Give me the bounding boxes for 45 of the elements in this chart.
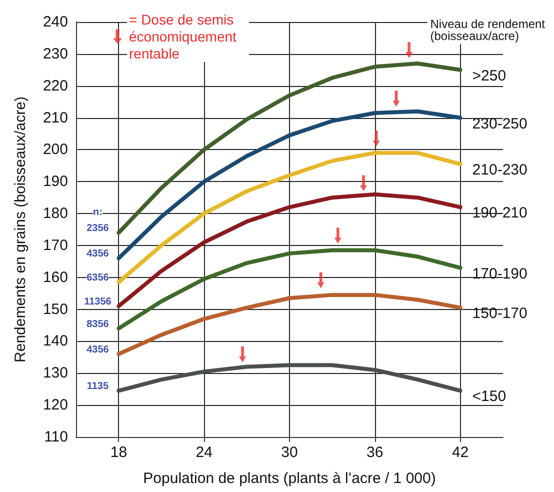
y-tick-label: 160 <box>42 268 68 286</box>
line-series <box>116 109 462 260</box>
x-tick-label: 18 <box>110 444 128 461</box>
x-tick-label: 42 <box>452 444 469 461</box>
y-axis-title: Rendements en grains (boisseaux/acre) <box>12 96 29 362</box>
line-series <box>116 192 462 308</box>
y-tick-label: 150 <box>42 300 68 318</box>
x-tick-label: 24 <box>196 444 212 461</box>
series-label: 190-210 <box>472 204 528 222</box>
series-label: 150-170 <box>472 305 528 322</box>
legend-label: = Dose de semis économiquement rentable <box>129 12 240 62</box>
y-tick-label: 120 <box>42 396 68 414</box>
annotation: 4356 <box>86 248 110 260</box>
annotation: 2356 <box>86 223 110 234</box>
line-series <box>116 150 462 284</box>
y-tick-label: 180 <box>42 205 68 222</box>
series-label: <150 <box>472 388 506 406</box>
y-tick-label: 140 <box>42 332 68 350</box>
annotation: n: <box>92 207 102 218</box>
series-label: >250 <box>472 67 506 84</box>
x-axis-title: Population de plants (plants à l’acre / 1 000) <box>143 470 436 487</box>
y-tick-label: 240 <box>42 14 68 30</box>
y-tick-label: 210 <box>42 109 68 126</box>
annotation: 11356 <box>84 296 112 308</box>
x-tick-label: 30 <box>281 444 298 461</box>
y-tick-label: 110 <box>44 428 68 446</box>
annotation: 4356 <box>86 344 110 356</box>
series-label: 230-250 <box>472 115 528 132</box>
y-tick-label: 230 <box>42 45 68 62</box>
annotation: 8356 <box>86 318 110 330</box>
y-tick-label: 200 <box>42 141 68 158</box>
legend-title: Niveau de rendement (boisseaux/acre) <box>430 17 546 43</box>
line-series <box>116 363 462 393</box>
annotation: 6356 <box>86 272 110 284</box>
y-tick-label: 190 <box>42 173 68 190</box>
y-tick-label: 220 <box>42 77 68 94</box>
line-series <box>116 248 462 330</box>
y-tick-label: 170 <box>42 236 68 254</box>
series-label: 210-230 <box>472 162 528 179</box>
x-tick-label: 36 <box>366 444 384 461</box>
series-label: 170-190 <box>472 265 528 282</box>
line-series <box>116 292 462 356</box>
y-tick-label: 130 <box>42 364 68 382</box>
annotation: 1135 <box>86 381 109 392</box>
line-series <box>116 62 462 235</box>
